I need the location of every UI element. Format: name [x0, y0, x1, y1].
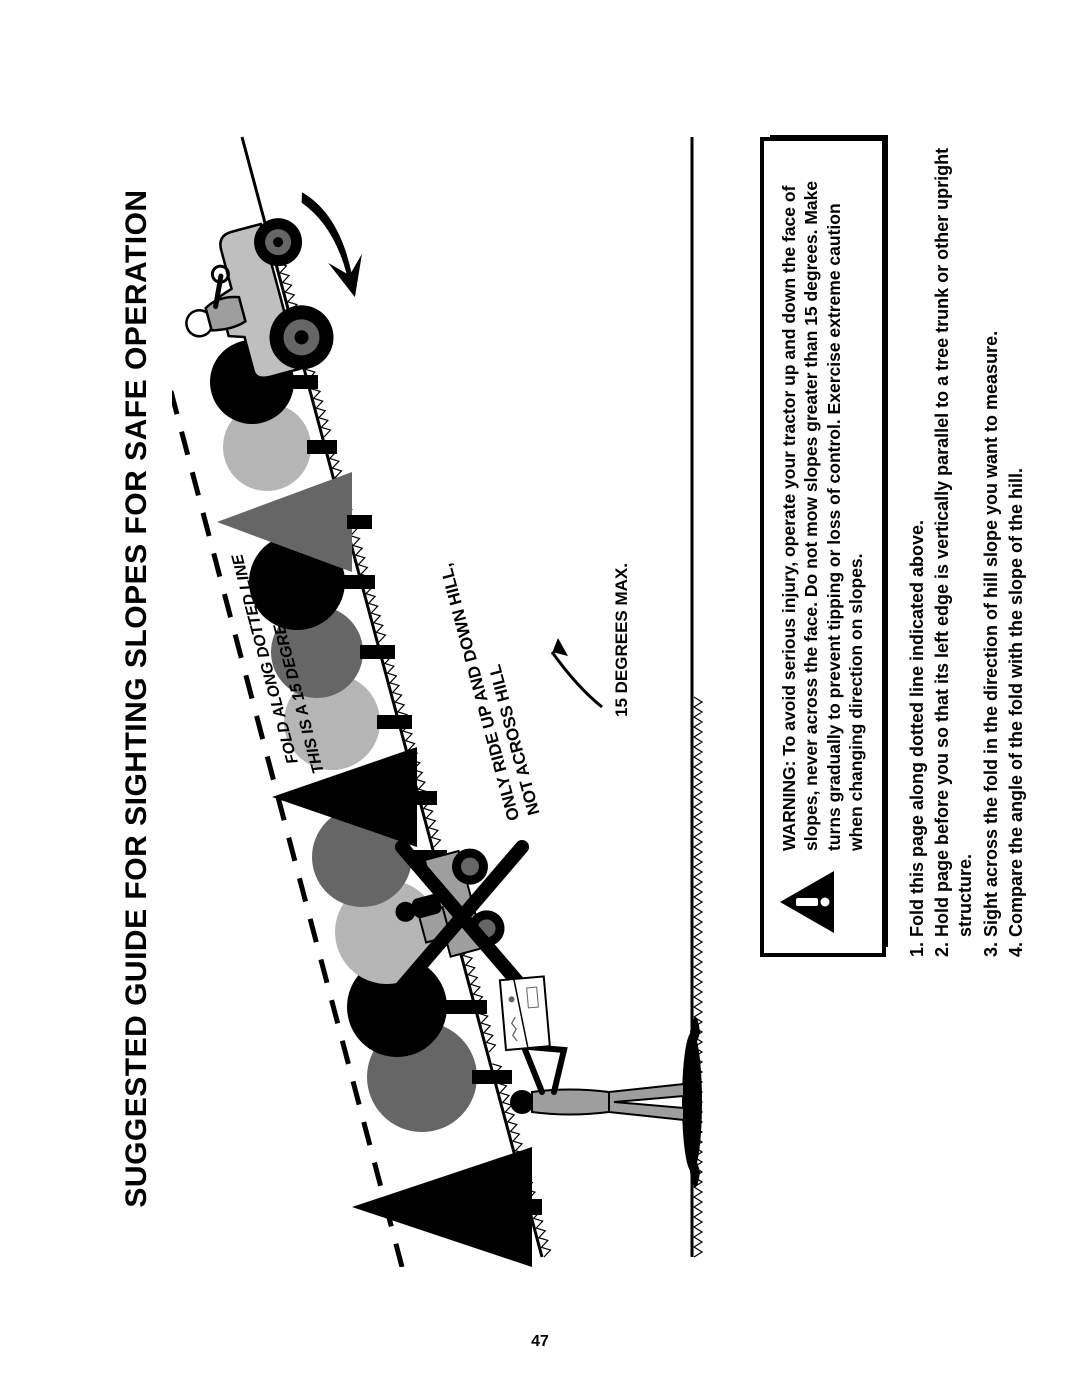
instruction-step-4: Compare the angle of the fold with the s…	[1005, 130, 1028, 937]
content-area: SUGGESTED GUIDE FOR SIGHTING SLOPES FOR …	[0, 0, 1080, 1397]
warning-box: WARNING: To avoid serious injury, operat…	[760, 137, 886, 957]
instruction-step-3: Sight across the fold in the direction o…	[980, 130, 1003, 937]
page-number: 47	[0, 1333, 1080, 1351]
degrees-max-label: 15 DEGREES MAX.	[612, 563, 632, 717]
warning-box-wrap: WARNING: To avoid serious injury, operat…	[760, 137, 886, 957]
slope-diagram: FOLD ALONG DOTTED LINE THIS IS A 15 DEGR…	[172, 130, 732, 1267]
instruction-step-1: Fold this page along dotted line indicat…	[906, 130, 929, 937]
page: SUGGESTED GUIDE FOR SIGHTING SLOPES FOR …	[0, 0, 1080, 1397]
page-title: SUGGESTED GUIDE FOR SIGHTING SLOPES FOR …	[120, 130, 154, 1267]
diagram-svg	[172, 130, 732, 1267]
instructions-list: Fold this page along dotted line indicat…	[906, 130, 1029, 957]
instruction-step-2: Hold page before you so that its left ed…	[931, 130, 978, 937]
warning-text: WARNING: To avoid serious injury, operat…	[778, 159, 868, 851]
rotated-content: SUGGESTED GUIDE FOR SIGHTING SLOPES FOR …	[0, 0, 1080, 1397]
warning-icon	[778, 869, 836, 935]
